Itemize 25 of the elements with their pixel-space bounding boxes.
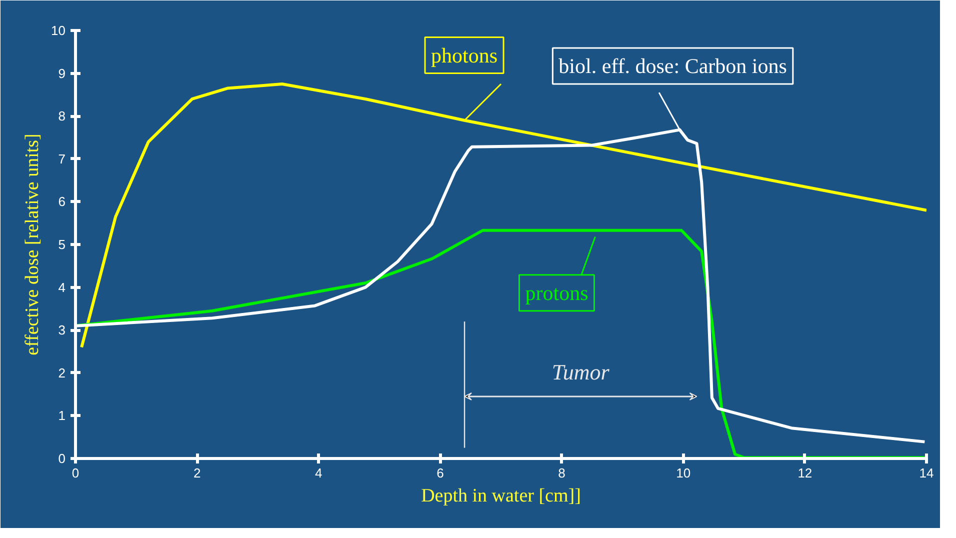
x-tick-label: 12 [798, 466, 812, 480]
y-tick-label: 0 [58, 451, 66, 466]
x-axis-title: Depth in water [cm]] [421, 486, 581, 506]
y-tick-label: 4 [58, 280, 66, 295]
y-tick-label: 7 [58, 151, 66, 166]
y-axis-title: effective dose [relative units] [22, 134, 44, 356]
x-tick-label: 6 [436, 466, 444, 480]
y-tick-label: 3 [58, 322, 66, 338]
y-tick-label: 8 [58, 108, 66, 124]
text: photons [431, 43, 498, 68]
legend-label: protons [525, 280, 588, 305]
x-tick-label: 0 [72, 466, 80, 480]
x-tick-label: 4 [315, 466, 322, 480]
x-tick-label: 8 [558, 466, 566, 480]
x-tick-label: 10 [676, 466, 691, 480]
y-tick-label: 2 [58, 365, 66, 380]
annotation: Tumor [552, 359, 610, 384]
y-tick-label: 1 [58, 408, 66, 424]
x-tick-label: 14 [919, 466, 934, 480]
y-tick-label: 6 [58, 194, 66, 210]
y-tick-label: 9 [58, 66, 66, 81]
text: biol. eff. dose: Carbon ions [558, 54, 787, 78]
x-tick-label: 2 [193, 466, 201, 480]
y-tick-label: 10 [51, 23, 66, 38]
y-tick-label: 5 [58, 237, 66, 252]
